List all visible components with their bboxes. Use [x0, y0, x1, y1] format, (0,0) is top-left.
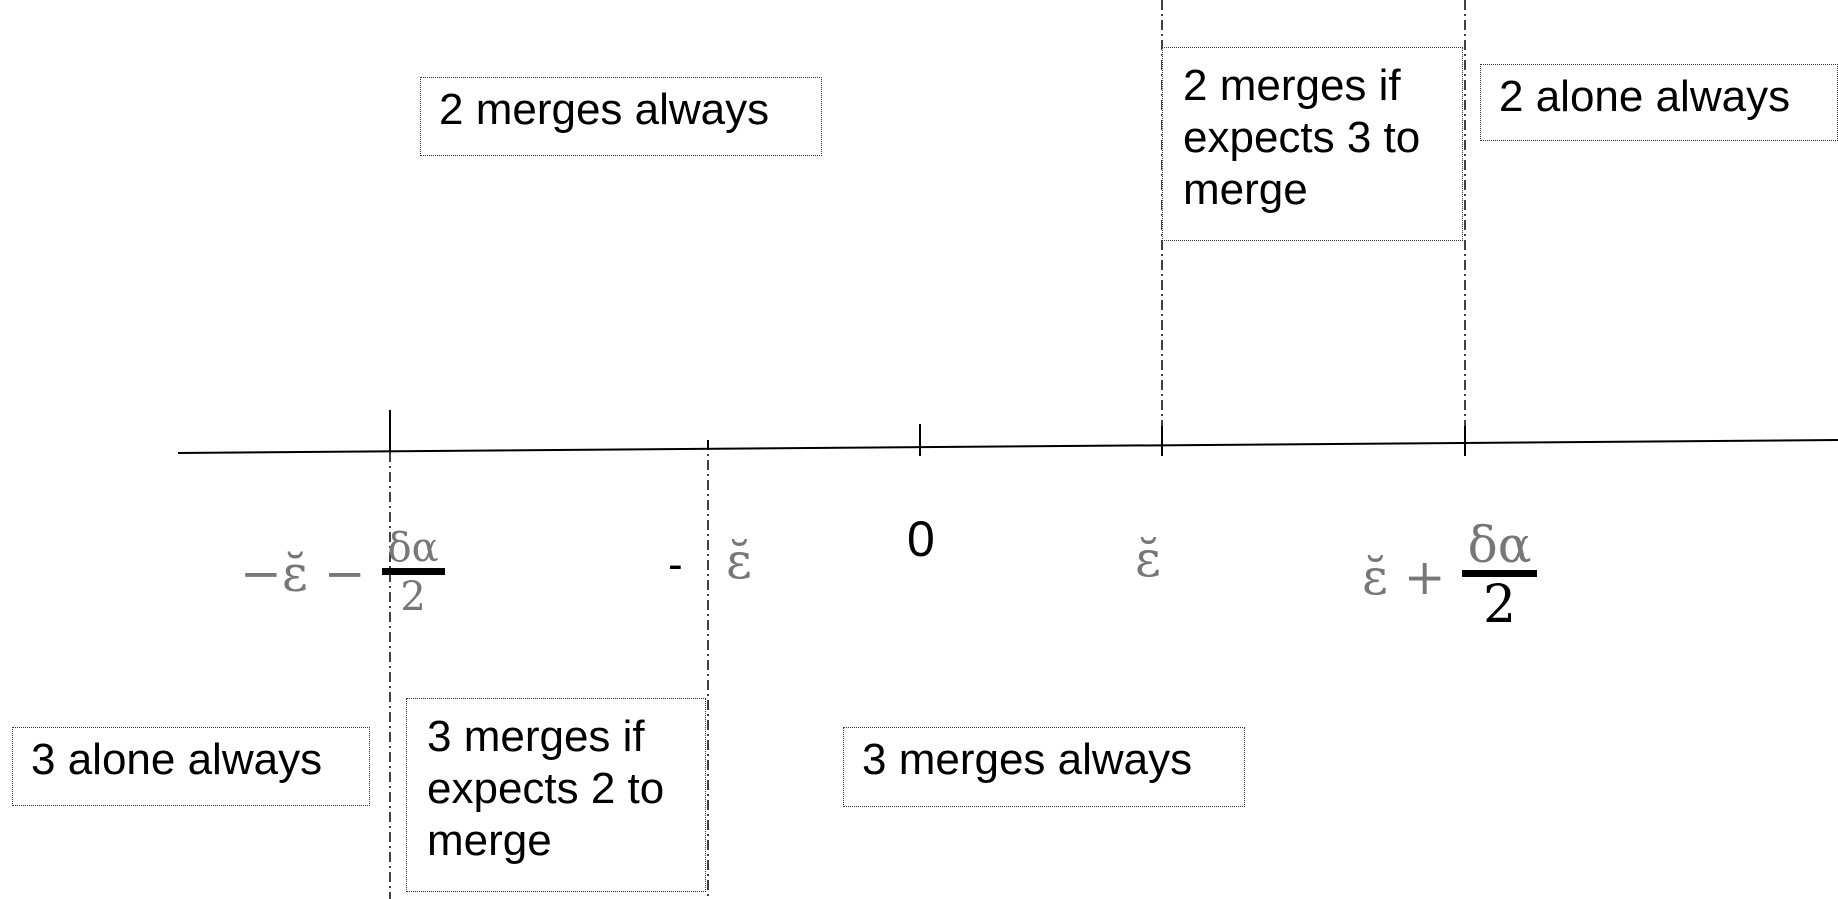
region-3-merges-if-expects-2: 3 merges if expects 2 to merge: [406, 698, 706, 892]
label-minus-eps-minus-half-fraction: δα 2: [381, 528, 445, 620]
region-3-alone-always: 3 alone always: [12, 727, 370, 806]
region-2-merges-if-expects-3: 2 merges if expects 3 to merge: [1162, 47, 1463, 241]
region-2-merges-always: 2 merges always: [420, 77, 822, 156]
label-minus-sign: -: [668, 540, 683, 589]
label-eps-plus-half-fraction: δα 2: [1461, 520, 1538, 635]
fraction-numerator: δα: [1461, 520, 1538, 577]
label-eps-plus-half-lead: ε̆ +: [1362, 548, 1446, 607]
label-minus-eps-minus-half-lead: −ε̆ −: [240, 544, 366, 603]
fraction-numerator: δα: [381, 528, 445, 575]
fraction-denominator: 2: [400, 574, 426, 620]
number-line-axis: [177, 439, 1838, 454]
fraction-denominator: 2: [1483, 575, 1517, 635]
region-3-merges-always: 3 merges always: [843, 727, 1245, 807]
label-zero: 0: [907, 511, 935, 567]
region-2-alone-always: 2 alone always: [1480, 64, 1838, 141]
label-minus-eps-minus-half: −ε̆ − δα 2: [240, 528, 445, 619]
label-eps-plus-half: ε̆ + δα 2: [1362, 520, 1538, 635]
label-eps: ε̆: [1135, 530, 1161, 588]
label-minus-eps: ε̆: [726, 532, 752, 590]
